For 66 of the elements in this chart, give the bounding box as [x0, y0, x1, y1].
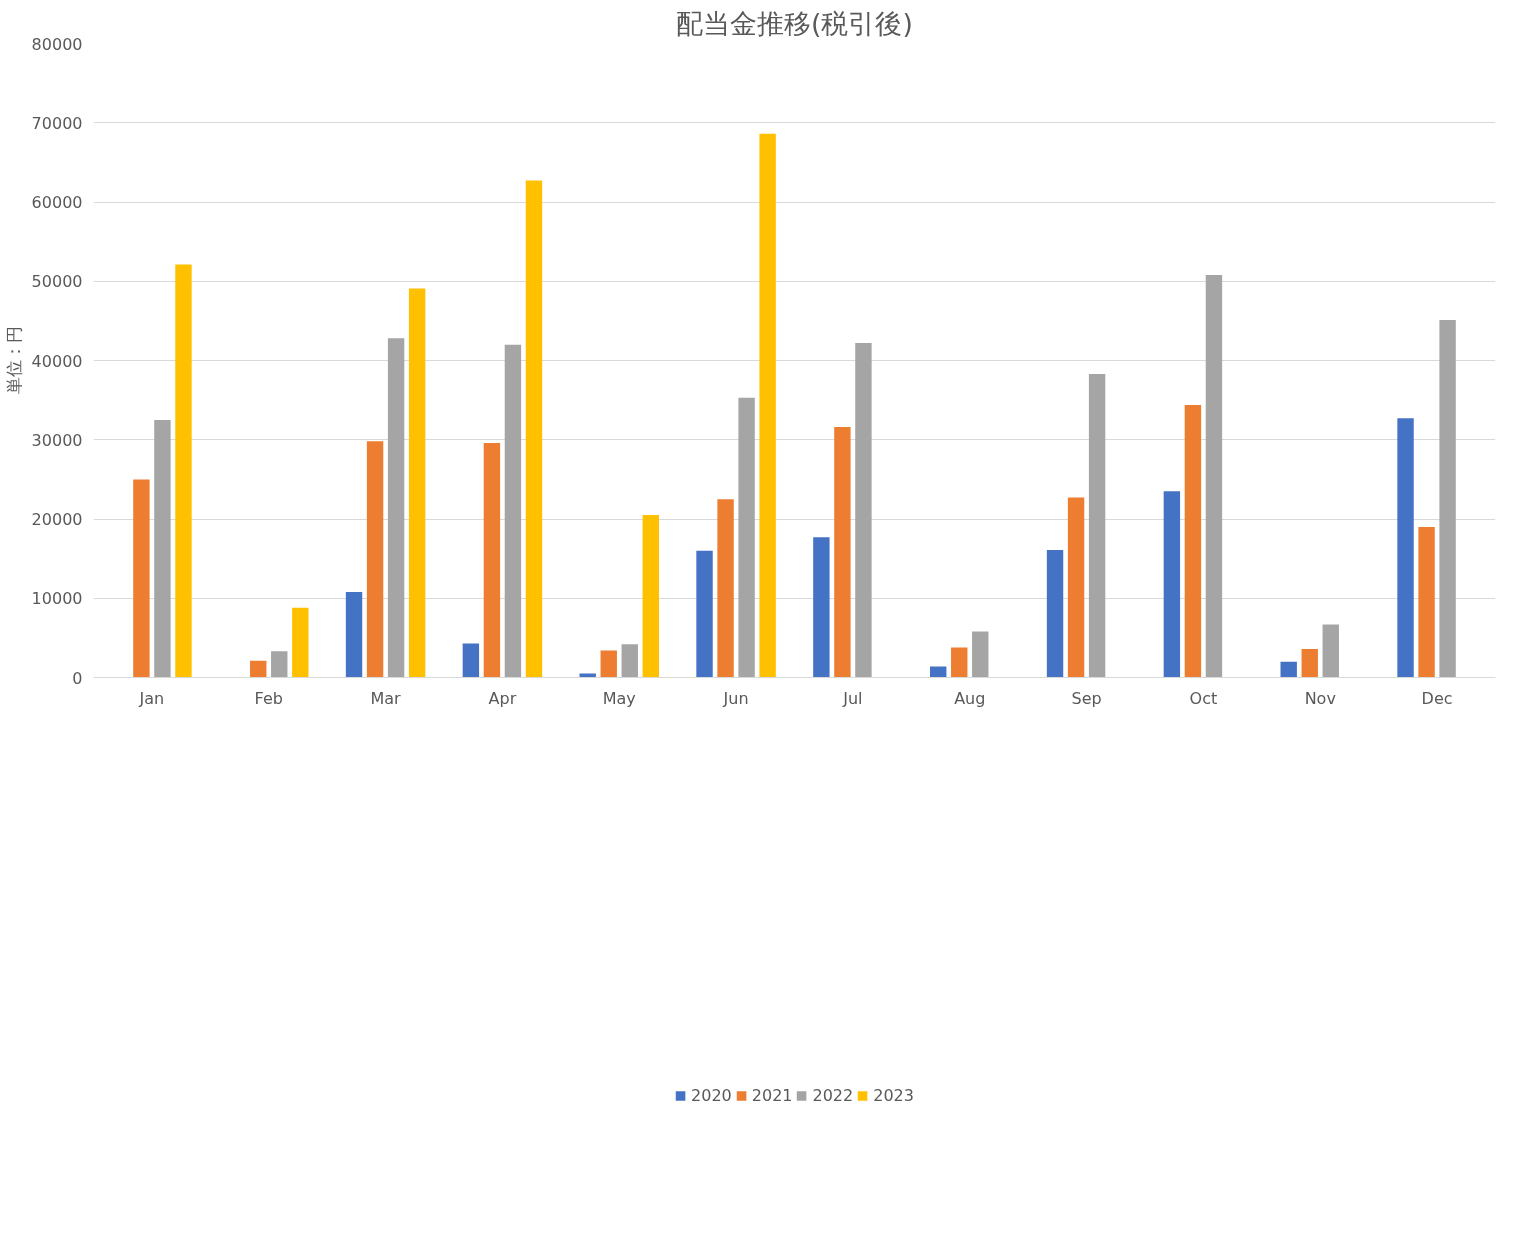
- bar: [345, 591, 363, 678]
- bar: [717, 499, 734, 678]
- x-tick-label: Apr: [488, 688, 517, 708]
- x-tick-label: Dec: [1421, 688, 1453, 708]
- x-tick-label: Jan: [138, 688, 165, 708]
- bar: [738, 397, 755, 678]
- bar: [175, 264, 192, 678]
- bar: [525, 180, 543, 678]
- x-tick-label: Sep: [1071, 688, 1102, 708]
- bar: [696, 550, 713, 678]
- chart-title: 配当金推移(税引後): [676, 7, 913, 39]
- bar: [813, 537, 830, 678]
- x-tick-label: Aug: [954, 688, 986, 708]
- x-tick-label: Mar: [370, 688, 402, 708]
- bar: [1322, 624, 1339, 678]
- legend-label: 2023: [873, 1085, 914, 1105]
- x-tick-label: Oct: [1189, 688, 1218, 708]
- bar: [1067, 497, 1085, 678]
- bar: [1301, 648, 1318, 678]
- bar: [1088, 373, 1106, 678]
- bar: [759, 133, 776, 678]
- bar: [1046, 549, 1064, 678]
- bar: [930, 666, 947, 678]
- bar: [483, 442, 501, 678]
- bar: [504, 344, 522, 678]
- bar: [154, 419, 171, 678]
- x-tick-label: Jul: [842, 688, 863, 708]
- y-tick-label: 30000: [31, 430, 83, 450]
- bar: [408, 288, 426, 678]
- bar: [1280, 661, 1297, 678]
- x-tick-label: Nov: [1304, 688, 1336, 708]
- bar: [292, 607, 309, 678]
- bar: [1163, 491, 1181, 678]
- bar: [855, 343, 872, 678]
- y-tick-label: 50000: [31, 272, 83, 292]
- bar: [834, 427, 851, 678]
- bar: [1205, 274, 1223, 678]
- bar: [1439, 320, 1456, 678]
- legend-label: 2020: [691, 1085, 732, 1105]
- y-tick-label: 20000: [31, 510, 83, 529]
- legend-label: 2022: [812, 1085, 854, 1105]
- bar: [1184, 404, 1202, 678]
- bar: [642, 515, 659, 678]
- x-tick-label: May: [602, 688, 636, 708]
- y-axis-title: 単位：円: [3, 326, 24, 395]
- bar: [250, 660, 267, 678]
- legend-label: 2021: [751, 1085, 793, 1105]
- y-tick-label: 10000: [31, 589, 83, 609]
- bar: [600, 650, 617, 678]
- bar: [387, 338, 405, 678]
- y-tick-label: 70000: [31, 113, 83, 133]
- bar: [462, 643, 480, 678]
- x-tick-label: Feb: [254, 688, 283, 708]
- x-tick-label: Jun: [722, 688, 749, 708]
- bar: [366, 441, 384, 678]
- bar: [951, 647, 968, 678]
- y-tick-label: 0: [72, 668, 83, 688]
- y-tick-label: 40000: [31, 351, 83, 371]
- bar: [972, 631, 989, 678]
- bar: [1418, 526, 1435, 678]
- bar: [133, 479, 150, 678]
- bar: [1397, 418, 1414, 678]
- bar: [621, 644, 638, 678]
- y-tick-label: 60000: [31, 193, 83, 212]
- bar: [271, 651, 288, 678]
- y-tick-label: 80000: [31, 34, 83, 54]
